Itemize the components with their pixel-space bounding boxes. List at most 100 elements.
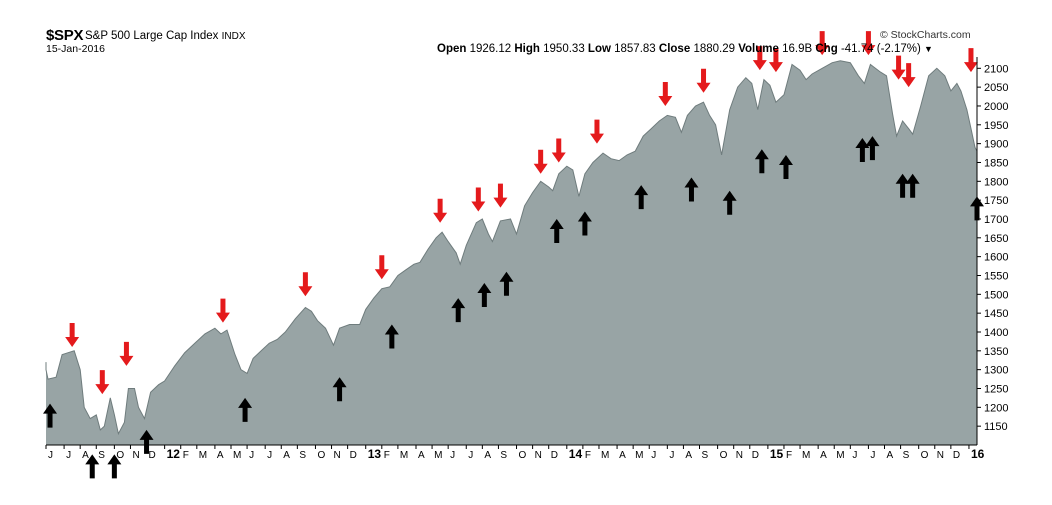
x-tick-label: S [98,450,105,461]
low-label: Low [587,43,611,55]
y-tick-label: 1600 [984,252,1008,264]
red-down-arrow [589,119,604,144]
red-down-arrow [815,31,830,56]
red-down-arrow [119,341,134,366]
black-up-arrow [499,271,514,296]
red-down-arrow [658,81,673,106]
y-tick-label: 1350 [984,346,1008,358]
x-tick-label: S [500,450,507,461]
low-value: 1857.83 [614,43,656,55]
x-tick-label: J [870,450,875,461]
x-tick-label: S [903,450,910,461]
open-label: Open [437,43,467,55]
x-tick-label: 13 [368,447,382,461]
x-tick-label: A [217,450,224,461]
x-tick-label: A [619,450,626,461]
x-tick-label: S [702,450,709,461]
y-tick-label: 1300 [984,365,1008,377]
x-tick-label: S [299,450,306,461]
y-tick-label: 2100 [984,63,1008,75]
x-tick-label: J [468,450,473,461]
x-tick-label: F [585,450,591,461]
ticker-symbol: $SPX [46,27,84,44]
red-down-arrow [696,68,711,93]
y-tick-label: 1950 [984,120,1008,132]
red-down-arrow [471,187,486,212]
x-tick-label: M [233,450,241,461]
y-tick-label: 1200 [984,402,1008,414]
black-up-arrow [634,185,649,210]
x-tick-label: 16 [971,447,985,461]
x-tick-label: J [852,450,857,461]
y-tick-label: 1400 [984,327,1008,339]
exchange-label: INDX [221,31,246,42]
black-up-arrow [549,218,564,243]
x-tick-label: J [48,450,53,461]
x-tick-label: D [551,450,558,461]
red-down-arrow [861,31,876,56]
red-down-arrow [963,48,978,73]
y-tick-label: 1450 [984,308,1008,320]
x-tick-label: 15 [770,447,784,461]
black-up-arrow [139,429,154,454]
x-tick-label: 12 [167,447,181,461]
open-value: 1926.12 [469,43,512,55]
red-down-arrow [901,63,916,88]
red-down-arrow [551,138,566,163]
red-down-arrow [533,149,548,174]
close-value: 1880.29 [693,43,736,55]
x-tick-label: M [601,450,609,461]
red-down-arrow [891,55,906,80]
x-tick-label: M [802,450,810,461]
high-value: 1950.33 [543,43,585,55]
red-down-arrow [95,370,110,395]
x-tick-label: J [267,450,272,461]
black-up-arrow [451,298,466,323]
y-tick-label: 1800 [984,176,1008,188]
x-tick-label: A [820,450,827,461]
x-tick-label: N [132,450,139,461]
series-line [45,60,978,436]
x-tick-label: D [752,450,759,461]
y-tick-label: 1900 [984,139,1008,151]
x-tick-label: O [720,450,728,461]
x-tick-label: A [887,450,894,461]
x-tick-label: J [450,450,455,461]
red-down-arrow [215,298,230,323]
ohlc-stats: Open 1926.12 High 1950.33 Low 1857.83 Cl… [437,43,933,55]
x-tick-label: J [651,450,656,461]
index-name-text: S&P 500 Large Cap Index [85,30,219,42]
black-up-arrow [722,190,737,215]
red-down-arrow [768,48,783,73]
series-area [46,60,977,446]
source-credit[interactable]: © StockCharts.com [880,29,971,41]
y-tick-label: 1250 [984,383,1008,395]
dropdown-triangle-icon[interactable]: ▼ [924,44,933,54]
black-up-arrow [107,454,122,479]
x-tick-label: 14 [569,447,583,461]
x-tick-label: M [400,450,408,461]
black-up-arrow [855,137,870,162]
x-tick-label: M [635,450,643,461]
y-tick-label: 2050 [984,82,1008,94]
x-tick-label: A [82,450,89,461]
y-tick-label: 1850 [984,157,1008,169]
x-tick-label: F [786,450,792,461]
close-label: Close [658,43,691,55]
red-down-arrow [298,272,313,297]
x-tick-label: F [183,450,189,461]
black-up-arrow [332,377,347,402]
red-down-arrow [493,183,508,208]
x-tick-label: A [283,450,290,461]
black-up-arrow [865,136,880,161]
x-tick-label: J [66,450,71,461]
x-tick-label: M [434,450,442,461]
x-axis-ticks: J J A S O N D 12 F M A M J J A S O N D 13 F M A M J J A S O N D 14 F M A M J… [45,445,985,461]
red-down-arrow [65,323,80,348]
y-tick-label: 2000 [984,101,1008,113]
x-tick-label: N [535,450,542,461]
x-tick-label: A [484,450,491,461]
x-tick-label: J [669,450,674,461]
x-tick-label: N [937,450,944,461]
